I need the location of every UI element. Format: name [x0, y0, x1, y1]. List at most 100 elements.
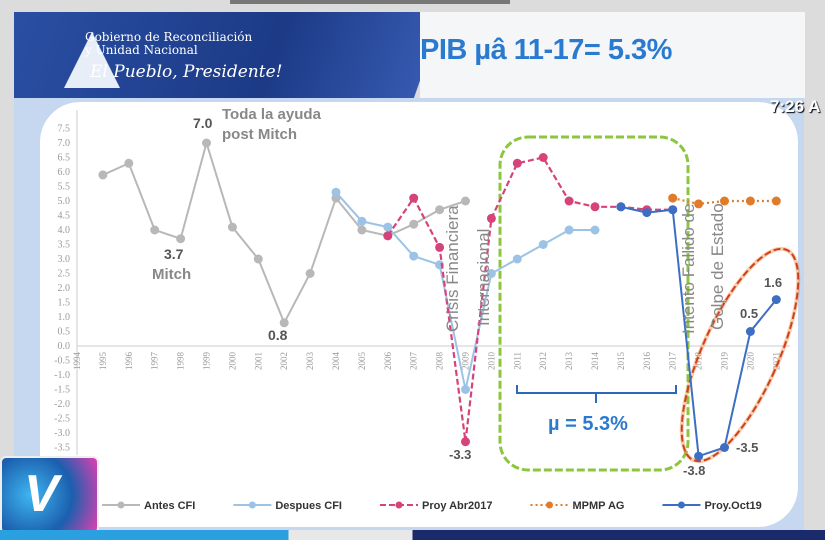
- annotation-coup: Intento Fallido de: [679, 204, 698, 334]
- data-point: [435, 205, 445, 215]
- mean-period-highlight: [498, 135, 690, 472]
- broadcast-clock: 7:26 A: [770, 97, 821, 116]
- y-tick-label: 1.0: [58, 312, 71, 323]
- data-point: [771, 196, 781, 206]
- slide-title: PIB µâ 11-17= 5.3%: [420, 34, 672, 66]
- label-2002: 0.8: [268, 327, 288, 343]
- y-tick-label: 6.5: [58, 153, 71, 164]
- data-point: [486, 269, 496, 278]
- data-point: [694, 199, 704, 209]
- data-point: [486, 213, 496, 223]
- y-tick-label: 5.0: [58, 196, 71, 207]
- legend-label: Despues CFI: [275, 500, 342, 512]
- x-tick-label: 2014: [590, 352, 600, 371]
- y-tick-label: 3.0: [58, 254, 71, 265]
- x-tick-label: 2011: [512, 352, 522, 370]
- data-point: [564, 225, 574, 235]
- legend-label: Proy Abr2017: [422, 500, 493, 512]
- data-point: [383, 231, 393, 241]
- annotation-crisis: Crisis Financiera: [443, 205, 462, 332]
- label-1998: 3.7: [164, 246, 184, 262]
- label-2020: 0.5: [740, 306, 758, 321]
- data-point: [745, 327, 755, 336]
- label-1999-peak: 7.0: [193, 115, 213, 131]
- x-tick-label: 1994: [72, 352, 82, 371]
- y-tick-label: -1.5: [54, 385, 70, 396]
- x-tick-label: 2010: [486, 352, 496, 371]
- annotation-aid: Toda la ayuda: [222, 106, 322, 123]
- top-bar: [230, 0, 510, 4]
- data-point: [590, 225, 600, 235]
- data-point: [357, 225, 367, 235]
- data-point: [668, 193, 678, 203]
- x-tick-label: 1997: [150, 352, 160, 371]
- period-bracket: [516, 385, 677, 403]
- data-point: [461, 385, 470, 394]
- data-point: [461, 437, 470, 447]
- y-tick-label: -2.5: [54, 414, 70, 425]
- y-tick-label: 2.0: [58, 283, 71, 294]
- label-2019: -3.5: [736, 440, 758, 455]
- annotation-coup: Golpe de Estado: [708, 203, 727, 330]
- x-tick-label: 2012: [538, 352, 548, 370]
- data-point: [461, 196, 470, 206]
- tv-channel-logo: V: [0, 456, 99, 534]
- y-tick-label: -3.5: [54, 443, 70, 454]
- x-tick-label: 1996: [124, 352, 134, 371]
- data-point: [694, 451, 704, 461]
- data-point: [771, 295, 781, 305]
- data-point: [331, 187, 341, 197]
- data-point: [305, 269, 315, 278]
- slogan: El Pueblo, Presidente!: [90, 62, 283, 82]
- data-point: [538, 153, 548, 162]
- legend-marker: [546, 501, 554, 509]
- x-tick-label: 2002: [279, 352, 289, 370]
- y-tick-label: 7.0: [58, 138, 71, 149]
- x-tick-label: 2007: [409, 352, 419, 371]
- x-tick-label: 2004: [331, 352, 341, 371]
- label-2009: -3.3: [449, 447, 471, 462]
- y-tick-label: 3.5: [58, 240, 71, 251]
- data-point: [564, 196, 574, 206]
- chart-panel: [40, 102, 798, 527]
- x-tick-label: 2019: [720, 352, 730, 371]
- highlight-ellipse: [680, 247, 800, 463]
- y-tick-label: 2.5: [58, 269, 71, 280]
- data-point: [668, 205, 678, 215]
- legend-marker: [395, 501, 403, 509]
- x-tick-label: 2009: [461, 352, 471, 371]
- label-2018: -3.8: [683, 463, 705, 478]
- x-tick-label: 2020: [745, 352, 755, 371]
- x-tick-label: 2017: [668, 352, 678, 371]
- y-tick-label: 1.5: [58, 298, 71, 309]
- data-point: [642, 208, 652, 218]
- data-point: [124, 158, 134, 168]
- x-tick-label: 2005: [357, 352, 367, 371]
- y-tick-label: 0.0: [58, 341, 71, 352]
- legend-marker: [117, 501, 125, 509]
- y-tick-label: -2.0: [54, 399, 70, 410]
- government-banner: [14, 12, 444, 98]
- data-point: [409, 219, 419, 229]
- title-area: [420, 12, 805, 98]
- data-point: [150, 225, 160, 235]
- data-point: [279, 318, 289, 328]
- data-point: [176, 234, 186, 244]
- data-point: [435, 242, 445, 252]
- y-tick-label: 7.5: [58, 124, 71, 135]
- data-point: [538, 240, 548, 249]
- x-tick-label: 1998: [176, 352, 186, 371]
- x-tick-label: 2021: [771, 352, 781, 370]
- gov-line-2: y Unidad Nacional: [85, 43, 198, 57]
- y-tick-label: -1.0: [54, 370, 70, 381]
- data-point: [512, 158, 522, 168]
- x-tick-label: 2001: [253, 352, 263, 370]
- government-name: Gobierno de Reconciliación y Unidad Nacio…: [85, 31, 252, 57]
- y-tick-label: 4.5: [58, 211, 71, 222]
- data-point: [357, 216, 367, 226]
- y-tick-label: 6.0: [58, 167, 71, 178]
- legend-marker: [677, 501, 685, 509]
- x-tick-label: 2016: [642, 352, 652, 371]
- data-point: [383, 222, 393, 232]
- x-tick-label: 1995: [98, 352, 108, 371]
